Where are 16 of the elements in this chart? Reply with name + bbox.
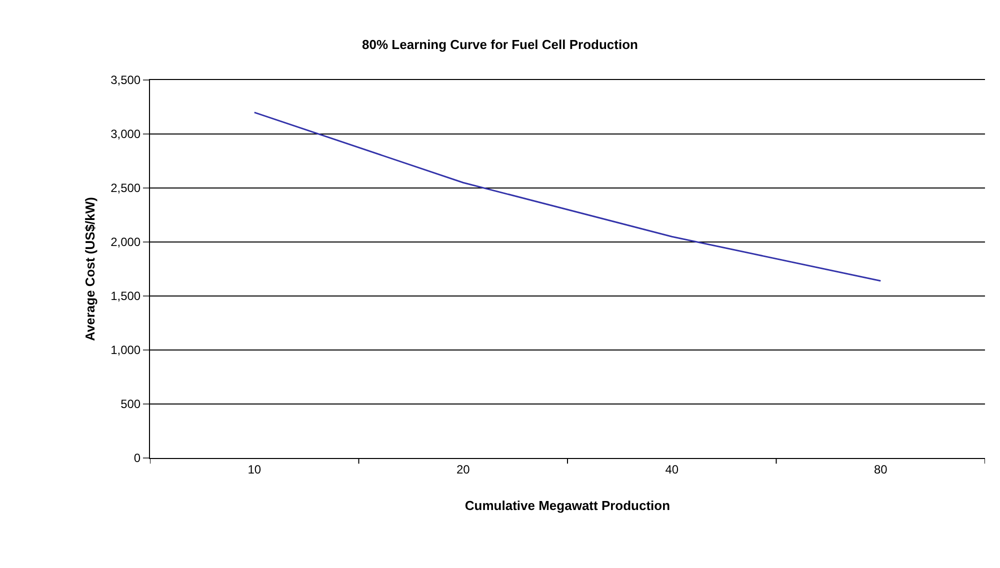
y-tick-label: 1,500 — [110, 289, 141, 304]
y-tick-label: 2,500 — [110, 181, 141, 196]
x-tick-label: 40 — [665, 462, 679, 476]
y-tick-label: 0 — [134, 451, 141, 466]
y-tick-label: 1,000 — [110, 343, 141, 358]
x-axis-title: Cumulative Megawatt Production — [464, 498, 670, 513]
chart-title: 80% Learning Curve for Fuel Cell Production — [362, 36, 638, 52]
line-series — [254, 112, 882, 282]
x-tick-label: 20 — [456, 462, 470, 476]
y-tick-label: 3,000 — [110, 127, 141, 142]
x-tick-label: 10 — [248, 462, 262, 476]
y-axis-title: Average Cost (US$/kW) — [82, 197, 98, 341]
y-tick-label: 500 — [120, 397, 141, 412]
x-tick-label: 80 — [874, 462, 888, 476]
y-tick-label: 2,000 — [110, 235, 141, 250]
y-tick-label: 3,500 — [110, 73, 141, 88]
